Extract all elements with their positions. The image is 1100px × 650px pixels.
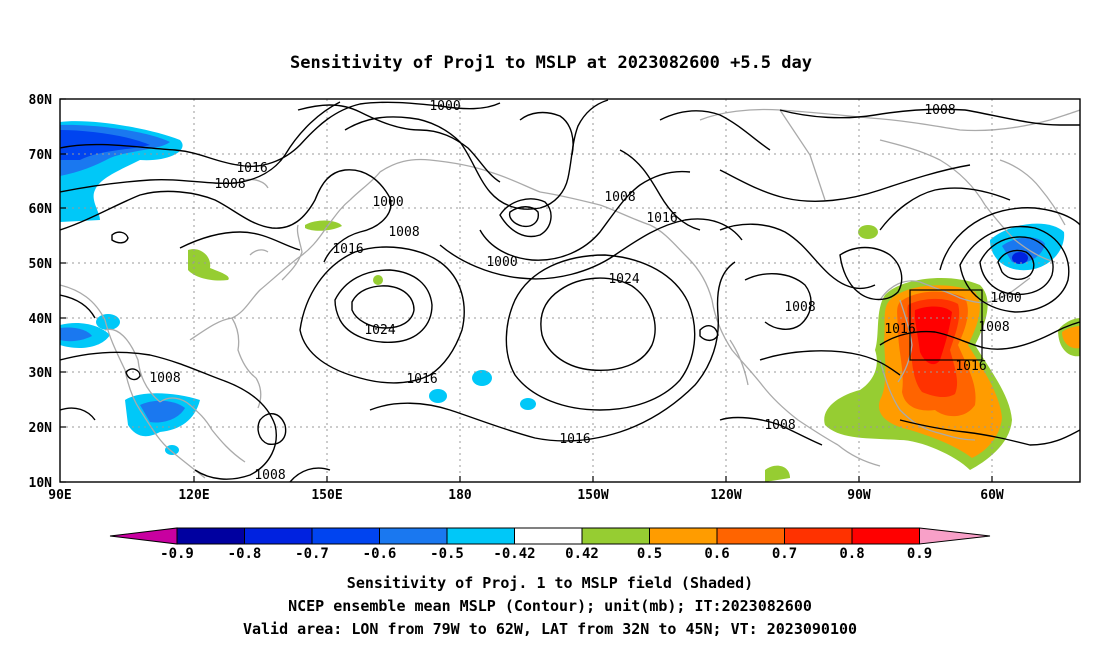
lat-label: 10N [29, 476, 53, 491]
contour-label: 1008 [388, 225, 419, 240]
valid-area-box [909, 289, 983, 361]
contour-label: 1024 [364, 323, 395, 338]
lon-label: 120W [710, 488, 741, 503]
colorbar-tick-label: -0.5 [430, 546, 464, 562]
caption-line-3: Valid area: LON from 79W to 62W, LAT fro… [243, 620, 857, 638]
colorbar-tick-label: 0.9 [907, 546, 932, 562]
caption-line-1: Sensitivity of Proj. 1 to MSLP field (Sh… [347, 574, 753, 592]
lat-label: 70N [29, 148, 53, 163]
contour-label: 1000 [429, 99, 460, 114]
colorbar-segment [379, 527, 448, 545]
contour-label: 1008 [149, 371, 180, 386]
lat-label: 20N [29, 421, 53, 436]
colorbar-left-triangle [109, 527, 178, 545]
colorbar-segment [716, 527, 785, 545]
contour-label: 1016 [406, 372, 437, 387]
colorbar-tick-label: -0.6 [363, 546, 397, 562]
lon-label: 150W [577, 488, 608, 503]
colorbar-segment [311, 527, 380, 545]
contour-label: 1016 [646, 211, 677, 226]
lon-label: 120E [178, 488, 209, 503]
colorbar-segment [784, 527, 853, 545]
contour-label: 1008 [978, 320, 1009, 335]
contour-label: 1024 [608, 272, 639, 287]
latitude-labels: 80N 70N 60N 50N 40N 30N 20N 10N [29, 93, 53, 491]
colorbar-tick-label: 0.6 [704, 546, 729, 562]
colorbar-tick-label: -0.9 [160, 546, 194, 562]
colorbar-segment [581, 527, 650, 545]
longitude-labels: 90E 120E 150E 180 150W 120W 90W 60W [48, 488, 1004, 503]
lat-label: 40N [29, 312, 53, 327]
contour-label: 1000 [372, 195, 403, 210]
lat-label: 80N [29, 93, 53, 108]
colorbar-right-triangle [919, 527, 991, 545]
colorbar-segment [176, 527, 245, 545]
coastlines [60, 108, 1080, 479]
contour-label: 1016 [236, 161, 267, 176]
colorbar-segment [514, 527, 583, 545]
colorbar: -0.9 -0.8 -0.7 -0.6 -0.5 -0.42 0.42 0.5 … [109, 527, 991, 562]
contour-label: 1008 [214, 177, 245, 192]
lon-label: 180 [448, 488, 472, 503]
figure-title: Sensitivity of Proj1 to MSLP at 20230826… [290, 53, 812, 73]
lat-label: 50N [29, 257, 53, 272]
map-area: 1000 1008 1016 1016 1008 1000 1008 1016 … [60, 99, 1080, 483]
contour-label: 1016 [332, 242, 363, 257]
colorbar-segment [649, 527, 718, 545]
contour-label: 1000 [990, 291, 1021, 306]
map-frame [59, 98, 1081, 483]
contour-label: 1016 [955, 359, 986, 374]
contour-label: 1008 [254, 468, 285, 483]
lat-label: 60N [29, 202, 53, 217]
contour-label: 1008 [604, 190, 635, 205]
contour-label: 1008 [924, 103, 955, 118]
colorbar-tick-label: -0.7 [295, 546, 329, 562]
colorbar-tick-label: 0.5 [637, 546, 662, 562]
lat-label: 30N [29, 366, 53, 381]
colorbar-tick-label: -0.42 [493, 546, 535, 562]
contour-label: 1008 [784, 300, 815, 315]
contour-label: 1016 [559, 432, 590, 447]
mslp-contours [60, 99, 1080, 482]
contour-label: 1016 [884, 322, 915, 337]
lon-label: 90W [847, 488, 871, 503]
colorbar-tick-label: 0.7 [772, 546, 797, 562]
colorbar-segment [244, 527, 313, 545]
colorbar-tick-label: 0.42 [565, 546, 599, 562]
lon-label: 90E [48, 488, 71, 503]
colorbar-tick-label: 0.8 [839, 546, 864, 562]
caption-line-2: NCEP ensemble mean MSLP (Contour); unit(… [288, 597, 812, 615]
colorbar-segment [446, 527, 515, 545]
colorbar-tick-label: -0.8 [228, 546, 262, 562]
contour-labels: 1000 1008 1016 1016 1008 1000 1008 1016 … [149, 99, 1021, 483]
tick-marks [60, 98, 993, 483]
lon-label: 150E [311, 488, 342, 503]
contour-label: 1008 [764, 418, 795, 433]
colorbar-segment [851, 527, 920, 545]
lon-label: 60W [980, 488, 1004, 503]
contour-label: 1000 [486, 255, 517, 270]
